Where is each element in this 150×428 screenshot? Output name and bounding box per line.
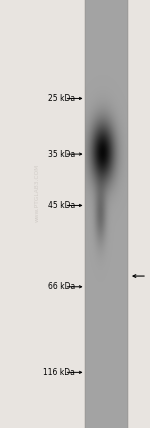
- Text: 66 kDa: 66 kDa: [48, 282, 75, 291]
- Text: www.PTGLAB3.COM: www.PTGLAB3.COM: [35, 163, 40, 222]
- Text: 35 kDa: 35 kDa: [48, 149, 75, 159]
- Text: 25 kDa: 25 kDa: [48, 94, 75, 103]
- Text: 116 kDa: 116 kDa: [43, 368, 75, 377]
- Text: 45 kDa: 45 kDa: [48, 201, 75, 210]
